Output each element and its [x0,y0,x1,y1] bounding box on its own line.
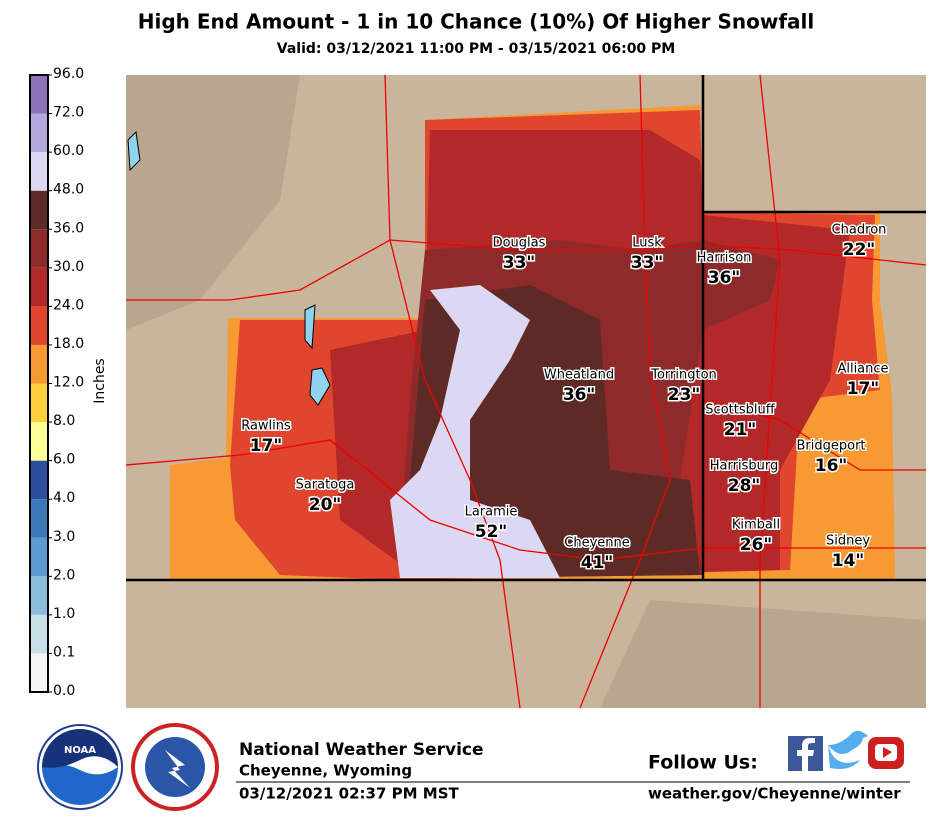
legend-tick-label: 48.0 [53,182,84,198]
city-name: Douglas [493,236,546,251]
legend-tick-label: 4.0 [53,490,75,506]
legend-tick-label: 2.0 [53,567,75,583]
legend-tick-label: 0.1 [53,644,75,660]
issued: 03/12/2021 02:37 PM MST [239,785,460,803]
nws-logo-inner [145,737,205,797]
city-name: Chadron [832,223,887,238]
footer: NOAA National Weather Service Cheyenne, … [37,723,910,811]
legend-band [30,537,48,577]
noaa-wave [42,764,118,805]
city-amount: 26" [740,535,773,555]
title: High End Amount - 1 in 10 Chance (10%) O… [138,10,814,34]
youtube-play [883,747,892,758]
legend-title: Inches [92,358,108,403]
city-name: Kimball [732,518,780,533]
legend-tick-label: 6.0 [53,452,75,468]
legend-tick-label: 1.0 [53,606,75,622]
legend-tick-label: 0.0 [53,683,75,699]
state-borders [126,75,926,582]
legend-tick-label: 3.0 [53,529,75,545]
legend-band [30,75,48,114]
legend-band [30,653,48,692]
legend-band [30,267,48,307]
legend-tick-label: 96.0 [53,66,84,82]
legend-band [30,460,48,500]
legend-band [30,499,48,538]
city-name: Alliance [837,362,888,377]
city-name: Harrison [697,251,752,266]
city-name: Saratoga [296,478,355,493]
legend-band [30,190,48,230]
legend-tick-label: 30.0 [53,259,84,275]
legend-band [30,422,48,461]
legend-tick-label: 12.0 [53,375,84,391]
city-amount: 23" [668,385,701,405]
city-amount: 33" [503,253,536,273]
facebook-glyph [797,738,815,771]
office: Cheyenne, Wyoming [239,762,412,780]
legend-band [30,383,48,423]
legend-band [30,576,48,615]
legend-band [30,614,48,654]
legend-tick-label: 24.0 [53,297,84,313]
city-amount: 22" [843,240,876,260]
legend-band [30,113,48,153]
legend-tick-label: 36.0 [53,220,84,236]
city-name: Torrington [650,368,717,383]
legend-tick-label: 18.0 [53,336,84,352]
nws-bolt [165,750,190,788]
city-name: Bridgeport [796,439,865,454]
city-name: Scottsbluff [705,403,775,418]
legend: Inches 0.0 0.1 1.0 2.0 3.0 4.0 6.0 8.0 12.0 18.0 2… [29,66,108,699]
legend-band [30,229,48,268]
city-name: Sidney [826,534,870,549]
city-name: Cheyenne [564,536,629,551]
city-name: Rawlins [241,419,291,434]
legend-tick-label: 8.0 [53,413,75,429]
city-labels: Douglas 33" Lusk 33" Harrison 36" Chadron 22" Wh… [240,221,890,575]
map [125,74,927,709]
twitter-icon[interactable] [828,730,868,769]
city-amount: 36" [563,385,596,405]
noaa-text: NOAA [64,745,96,756]
terrain-shade [126,75,926,708]
legend-band [30,306,48,345]
subtitle: Valid: 03/12/2021 11:00 PM - 03/15/2021 … [277,41,676,57]
snow-48-60 [390,285,560,578]
follow: Follow Us: [648,752,758,774]
city-name: Laramie [465,505,518,520]
city-name: Lusk [632,236,662,251]
city-amount: 16" [815,456,848,476]
city-amount: 14" [832,551,865,571]
city-amount: 41" [581,553,614,573]
legend-band [30,152,48,191]
legend-tick-label: 72.0 [53,105,84,121]
city-amount: 36" [708,268,741,288]
city-amount: 20" [309,495,342,515]
lakes [127,130,331,406]
city-amount: 21" [724,420,757,440]
city-amount: 17" [250,436,283,456]
city-name: Harrisburg [710,459,778,474]
city-amount: 33" [631,253,664,273]
city-amount: 28" [728,476,761,496]
city-name: Wheatland [544,368,614,383]
legend-band [30,344,48,384]
noaa-sky [42,729,118,768]
city-amount: 17" [847,379,880,399]
legend-tick-label: 60.0 [53,143,84,159]
roads [125,74,927,709]
city-amount: 52" [475,522,508,542]
url[interactable]: weather.gov/Cheyenne/winter [648,785,901,803]
org: National Weather Service [239,740,484,760]
